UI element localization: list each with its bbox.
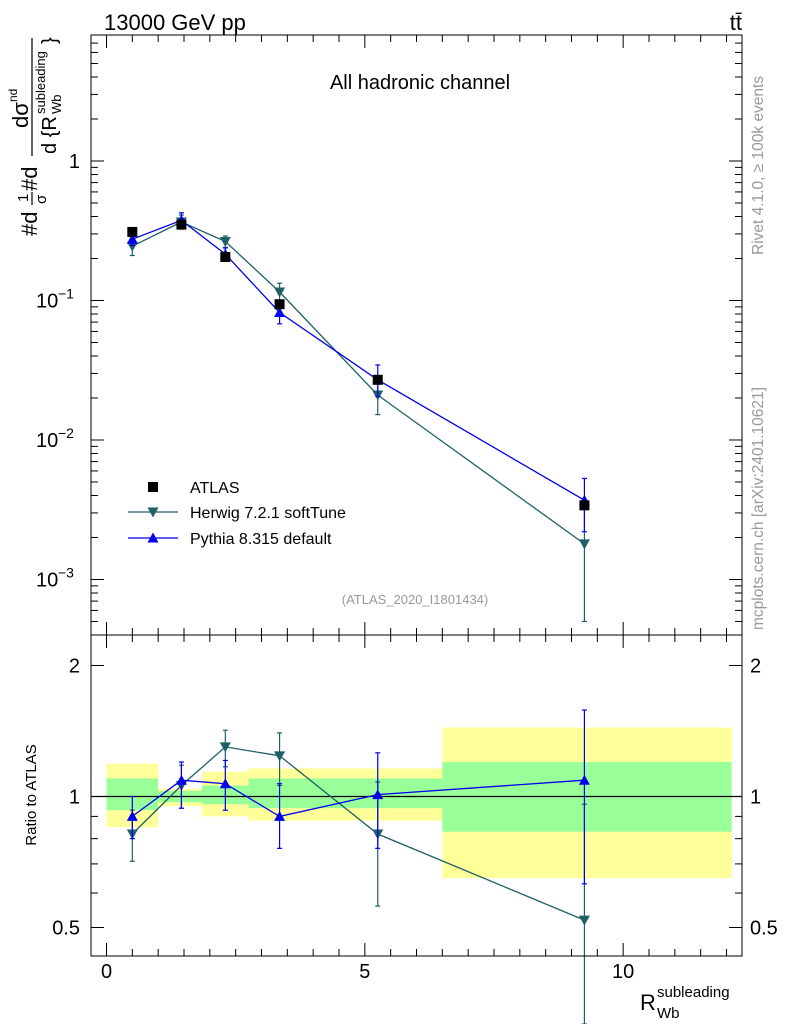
point-pythia [126, 233, 138, 244]
y-tick-label-exponent: −1 [58, 285, 74, 301]
legend-marker-pythia [147, 532, 159, 543]
energy-label: 13000 GeV pp [104, 10, 246, 35]
x-tick-label: 10 [612, 961, 634, 983]
legend-label-herwig: Herwig 7.2.1 softTune [190, 505, 346, 522]
uncertainty-band-inner [248, 778, 443, 809]
ylabel-part-frac-top: 1 [15, 194, 32, 202]
ratio-axis-ticks [91, 635, 742, 956]
ratio-y-tick-label-right: 1 [750, 786, 761, 808]
legend-marker-herwig [147, 507, 159, 518]
ylabel-part-d1: #d [17, 212, 42, 236]
ylabel-part-d2: #d [17, 167, 42, 191]
ratio-y-axis-label: Ratio to ATLAS [23, 744, 40, 845]
ylabel-big-bot: d {R [39, 116, 61, 154]
point-atlas [220, 251, 231, 262]
point-herwig [126, 241, 138, 252]
point-herwig [274, 287, 286, 298]
mcplots-label: mcplots.cern.ch [arXiv:2401.10621] [750, 387, 767, 630]
ratio-point-pythia [372, 789, 384, 800]
y-tick-label: 10 [36, 290, 58, 312]
plot-title: All hadronic channel [330, 72, 510, 94]
ratio-point-herwig [219, 742, 231, 753]
series-line-herwig [132, 221, 585, 545]
ratio-y-tick-label-left: 2 [69, 655, 80, 677]
point-atlas [127, 226, 138, 237]
ratio-point-pythia [578, 774, 590, 785]
y-tick-label: 10 [36, 430, 58, 452]
ylabel-big-top: dσ [8, 102, 33, 128]
ylabel-big-top-sup: nd [6, 89, 20, 102]
point-herwig [219, 236, 231, 247]
point-herwig [578, 539, 590, 550]
ratio-point-pythia [219, 778, 231, 789]
process-label: tt̄ [730, 10, 742, 35]
xlabel-sub: Wb [657, 1005, 680, 1022]
ylabel-big-bot-sub: Wb [49, 95, 64, 115]
ratio-line-herwig [131, 746, 585, 921]
legend-label-atlas: ATLAS [190, 480, 240, 497]
main-plot-area [126, 212, 590, 623]
ratio-point-pythia [175, 774, 187, 785]
x-tick-label: 5 [359, 961, 370, 983]
x-axis-label: R subleading Wb [640, 984, 730, 1022]
point-atlas [372, 374, 383, 385]
point-atlas [274, 299, 285, 310]
x-tick-label: 0 [101, 961, 112, 983]
ratio-y-tick-label-left: 1 [69, 786, 80, 808]
main-panel: 110−110−210−3 All hadronic channel (ATLA… [6, 34, 743, 636]
main-axis-ticks [91, 34, 742, 636]
xlabel-sup: subleading [657, 984, 730, 1001]
legend-marker-atlas [148, 482, 158, 492]
ratio-point-pythia [274, 810, 286, 821]
legend-label-pythia: Pythia 8.315 default [190, 531, 332, 548]
analysis-label: (ATLAS_2020_I1801434) [342, 592, 488, 607]
point-atlas [176, 219, 187, 230]
ratio-panel: 2 2 1 1 0.5 0.5 0 5 10 Ratio to ATLAS R subleadi… [23, 634, 778, 1024]
ratio-y-tick-label-right: 2 [750, 655, 761, 677]
main-y-tick-labels: 110−110−210−3 [36, 151, 80, 592]
ylabel-big-bot-post: } [39, 37, 61, 44]
legend-markers [128, 482, 178, 543]
ratio-plot-area [91, 709, 742, 1024]
series-line-pythia [132, 219, 585, 501]
rivet-version-label: Rivet 4.1.0, ≥ 100k events [750, 76, 767, 255]
y-tick-label-exponent: −3 [58, 564, 74, 580]
legend: ATLAS Herwig 7.2.1 softTune Pythia 8.315… [128, 480, 346, 548]
xlabel-main: R [640, 990, 656, 1015]
point-pythia [274, 307, 286, 318]
ratio-y-tick-label-right: 0.5 [750, 917, 778, 939]
ratio-y-tick-label-left: 0.5 [52, 917, 80, 939]
point-atlas [579, 500, 590, 511]
ylabel-part-frac-bot: σ [33, 194, 50, 204]
ratio-point-herwig [274, 751, 286, 762]
ratio-point-herwig [578, 915, 590, 926]
ratio-point-pythia [126, 810, 138, 821]
y-tick-label: 10 [36, 569, 58, 591]
y-tick-label: 1 [69, 151, 80, 173]
ratio-tick-labels: 2 2 1 1 0.5 0.5 0 5 10 [52, 655, 778, 983]
ylabel-big-bot-sup: subleading [33, 51, 48, 114]
ratio-line-pythia [131, 779, 585, 818]
y-tick-label-exponent: −2 [58, 425, 74, 441]
main-frame [90, 34, 743, 636]
main-y-axis-label: #d 1 σ #d dσ nd d {R subleading Wb } [6, 37, 64, 236]
